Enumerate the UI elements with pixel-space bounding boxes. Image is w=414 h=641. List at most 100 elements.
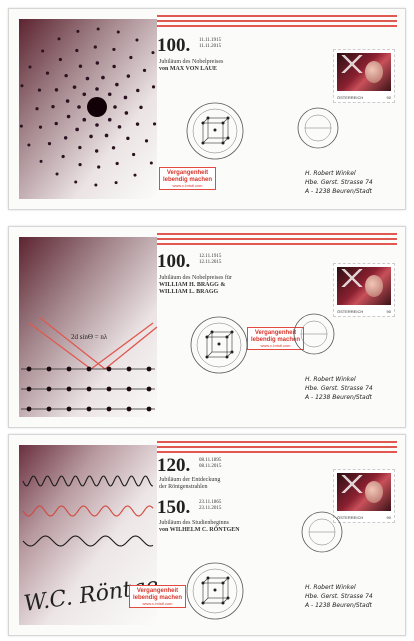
- anniversary-number: 100.: [157, 35, 191, 56]
- postage-stamp: ÖSTERREICH 90: [333, 263, 395, 317]
- anniversary-text: Jubiläum des Nobelpreises von MAX VON LA…: [159, 59, 224, 72]
- laue-spot: [66, 114, 71, 119]
- laue-spot: [78, 145, 82, 150]
- laue-spot: [55, 172, 59, 176]
- laue-spot: [37, 88, 42, 92]
- laue-spot: [133, 173, 137, 177]
- laue-spot: [95, 61, 100, 65]
- lattice-atom: [46, 386, 52, 392]
- lattice-atom: [66, 386, 72, 392]
- laue-spot: [64, 73, 68, 78]
- anniversary-dates: 12.11.1915 12.11.2015: [199, 254, 222, 265]
- envelope-bragg: 2d sinΘ = nλ 100. 12.11.1915 12.11.2015 J…: [8, 226, 406, 428]
- laue-spot: [139, 105, 143, 110]
- laue-diffraction-pattern: [19, 19, 157, 199]
- laue-spot: [97, 165, 101, 169]
- lattice-atom: [86, 406, 92, 412]
- postage-stamp: ÖSTERREICH 90: [333, 49, 395, 103]
- laue-spot: [152, 122, 157, 126]
- laue-spot: [61, 154, 65, 159]
- lattice-atom: [106, 386, 112, 392]
- laue-spot: [126, 136, 130, 141]
- header-stripes: [157, 233, 397, 248]
- bragg-formula: 2d sinΘ = nλ: [71, 333, 108, 341]
- anniversary-text: Jubiläum der Entdeckung der Röntgenstrahl…: [159, 477, 221, 490]
- laue-spot: [101, 75, 105, 80]
- laue-spot: [63, 136, 68, 140]
- laue-spot: [144, 139, 149, 143]
- lattice-atom: [86, 366, 92, 372]
- laue-spot: [107, 92, 112, 97]
- crystal-cachet: [190, 316, 248, 374]
- lattice-atom: [146, 386, 152, 392]
- lattice-atom: [146, 406, 152, 412]
- laue-spot: [94, 183, 98, 187]
- lattice-atom: [26, 366, 32, 372]
- anniversary-text: Jubiläum des Nobelpreises für WILLIAM H.…: [159, 275, 232, 295]
- laue-spot: [126, 74, 131, 78]
- laue-spot: [117, 125, 122, 129]
- laue-spot: [132, 152, 136, 157]
- laue-spot: [27, 143, 31, 147]
- laue-spot: [151, 51, 155, 55]
- laue-spot: [82, 117, 87, 122]
- anniversary-dates-2: 23.11.1865 23.11.2015: [199, 500, 222, 511]
- anniversary-number-2: 150.: [157, 497, 191, 518]
- slogan-box: Vergangenheit lebendig machen www.v-brist…: [129, 585, 187, 608]
- postage-stamp: ÖSTERREICH 90: [333, 469, 395, 523]
- postmark: [293, 313, 335, 355]
- laue-spot: [136, 88, 140, 93]
- recipient-address: H. Robert Winkel Hbe. Gerst. Strasse 74 A …: [305, 376, 373, 401]
- lattice-atom: [86, 386, 92, 392]
- laue-spot: [111, 146, 116, 150]
- laue-spot: [89, 134, 93, 139]
- laue-spot: [115, 82, 119, 87]
- bragg-diffraction-diagram: 2d sinΘ = nλ: [19, 237, 157, 417]
- lattice-atom: [66, 406, 72, 412]
- lattice-atom: [66, 366, 72, 372]
- recipient-address: H. Robert Winkel Hbe. Gerst. Strasse 74 A …: [305, 584, 373, 609]
- laue-spot: [149, 161, 153, 165]
- laue-spot: [39, 159, 43, 163]
- lattice-atom: [46, 406, 52, 412]
- envelope-max-von-laue: 100. 11.11.1915 11.11.2015 Jubiläum des N…: [8, 8, 406, 210]
- laue-spot: [95, 87, 99, 91]
- laue-spot: [135, 38, 139, 42]
- laue-spot: [112, 47, 116, 52]
- laue-spot: [78, 162, 82, 167]
- laue-spot: [78, 64, 83, 68]
- header-stripes: [157, 441, 397, 456]
- lattice-atom: [106, 366, 112, 372]
- laue-spot: [151, 85, 156, 89]
- laue-spot: [54, 121, 58, 126]
- lattice-atom: [26, 406, 32, 412]
- laue-spot: [51, 104, 55, 109]
- laue-spot: [124, 111, 129, 115]
- lattice-atom: [126, 366, 132, 372]
- laue-spot: [96, 27, 100, 31]
- slogan-box: Vergangenheit lebendig machen www.v-brist…: [159, 167, 217, 190]
- envelope-roentgen: W.C. Röntgen 120. 08.11.1895 08.11.2015 J…: [8, 434, 406, 636]
- laue-spot: [75, 48, 79, 53]
- laue-spot: [77, 105, 81, 109]
- anniversary-dates: 08.11.1895 08.11.2015: [199, 458, 222, 469]
- laue-spot: [95, 123, 99, 127]
- anniversary-number: 120.: [157, 455, 191, 476]
- lattice-atom: [126, 406, 132, 412]
- laue-spot: [112, 64, 116, 69]
- header-stripes: [157, 15, 397, 30]
- laue-spot: [75, 127, 79, 132]
- laue-spot: [85, 76, 90, 81]
- lattice-atom: [106, 406, 112, 412]
- recipient-address: H. Robert Winkel Hbe. Gerst. Strasse 74 A …: [305, 170, 373, 195]
- laue-spot: [47, 142, 52, 146]
- laue-spot: [94, 149, 99, 153]
- laue-spot: [82, 92, 87, 97]
- lattice-atom: [146, 366, 152, 372]
- laue-spot: [58, 57, 62, 62]
- laue-spot: [45, 71, 50, 75]
- lattice-atom: [26, 386, 32, 392]
- laue-spot: [116, 30, 120, 34]
- laue-spot: [115, 161, 119, 166]
- anniversary-dates: 11.11.1915 11.11.2015: [199, 38, 222, 49]
